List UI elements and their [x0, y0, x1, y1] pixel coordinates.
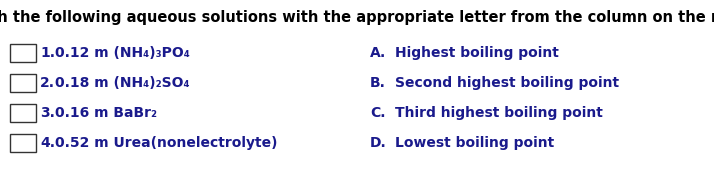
Text: 0.12 m (NH₄)₃PO₄: 0.12 m (NH₄)₃PO₄ [55, 46, 190, 60]
Text: 0.16 m BaBr₂: 0.16 m BaBr₂ [55, 106, 157, 120]
Text: 1.: 1. [40, 46, 55, 60]
Text: A.: A. [370, 46, 386, 60]
Text: Highest boiling point: Highest boiling point [395, 46, 559, 60]
Bar [10, 104, 36, 122]
Bar [10, 134, 36, 152]
Text: 0.18 m (NH₄)₂SO₄: 0.18 m (NH₄)₂SO₄ [55, 76, 190, 90]
Text: 0.52 m Urea(nonelectrolyte): 0.52 m Urea(nonelectrolyte) [55, 136, 278, 150]
Text: 4.: 4. [40, 136, 55, 150]
Text: 3.: 3. [40, 106, 55, 120]
Text: C.: C. [370, 106, 386, 120]
Bar [10, 74, 36, 92]
Text: Second highest boiling point: Second highest boiling point [395, 76, 619, 90]
Text: 2.: 2. [40, 76, 55, 90]
Text: Match the following aqueous solutions with the appropriate letter from the colum: Match the following aqueous solutions wi… [0, 10, 714, 25]
Text: Lowest boiling point: Lowest boiling point [395, 136, 554, 150]
Text: Third highest boiling point: Third highest boiling point [395, 106, 603, 120]
Text: B.: B. [370, 76, 386, 90]
Bar [10, 44, 36, 62]
Text: D.: D. [370, 136, 387, 150]
